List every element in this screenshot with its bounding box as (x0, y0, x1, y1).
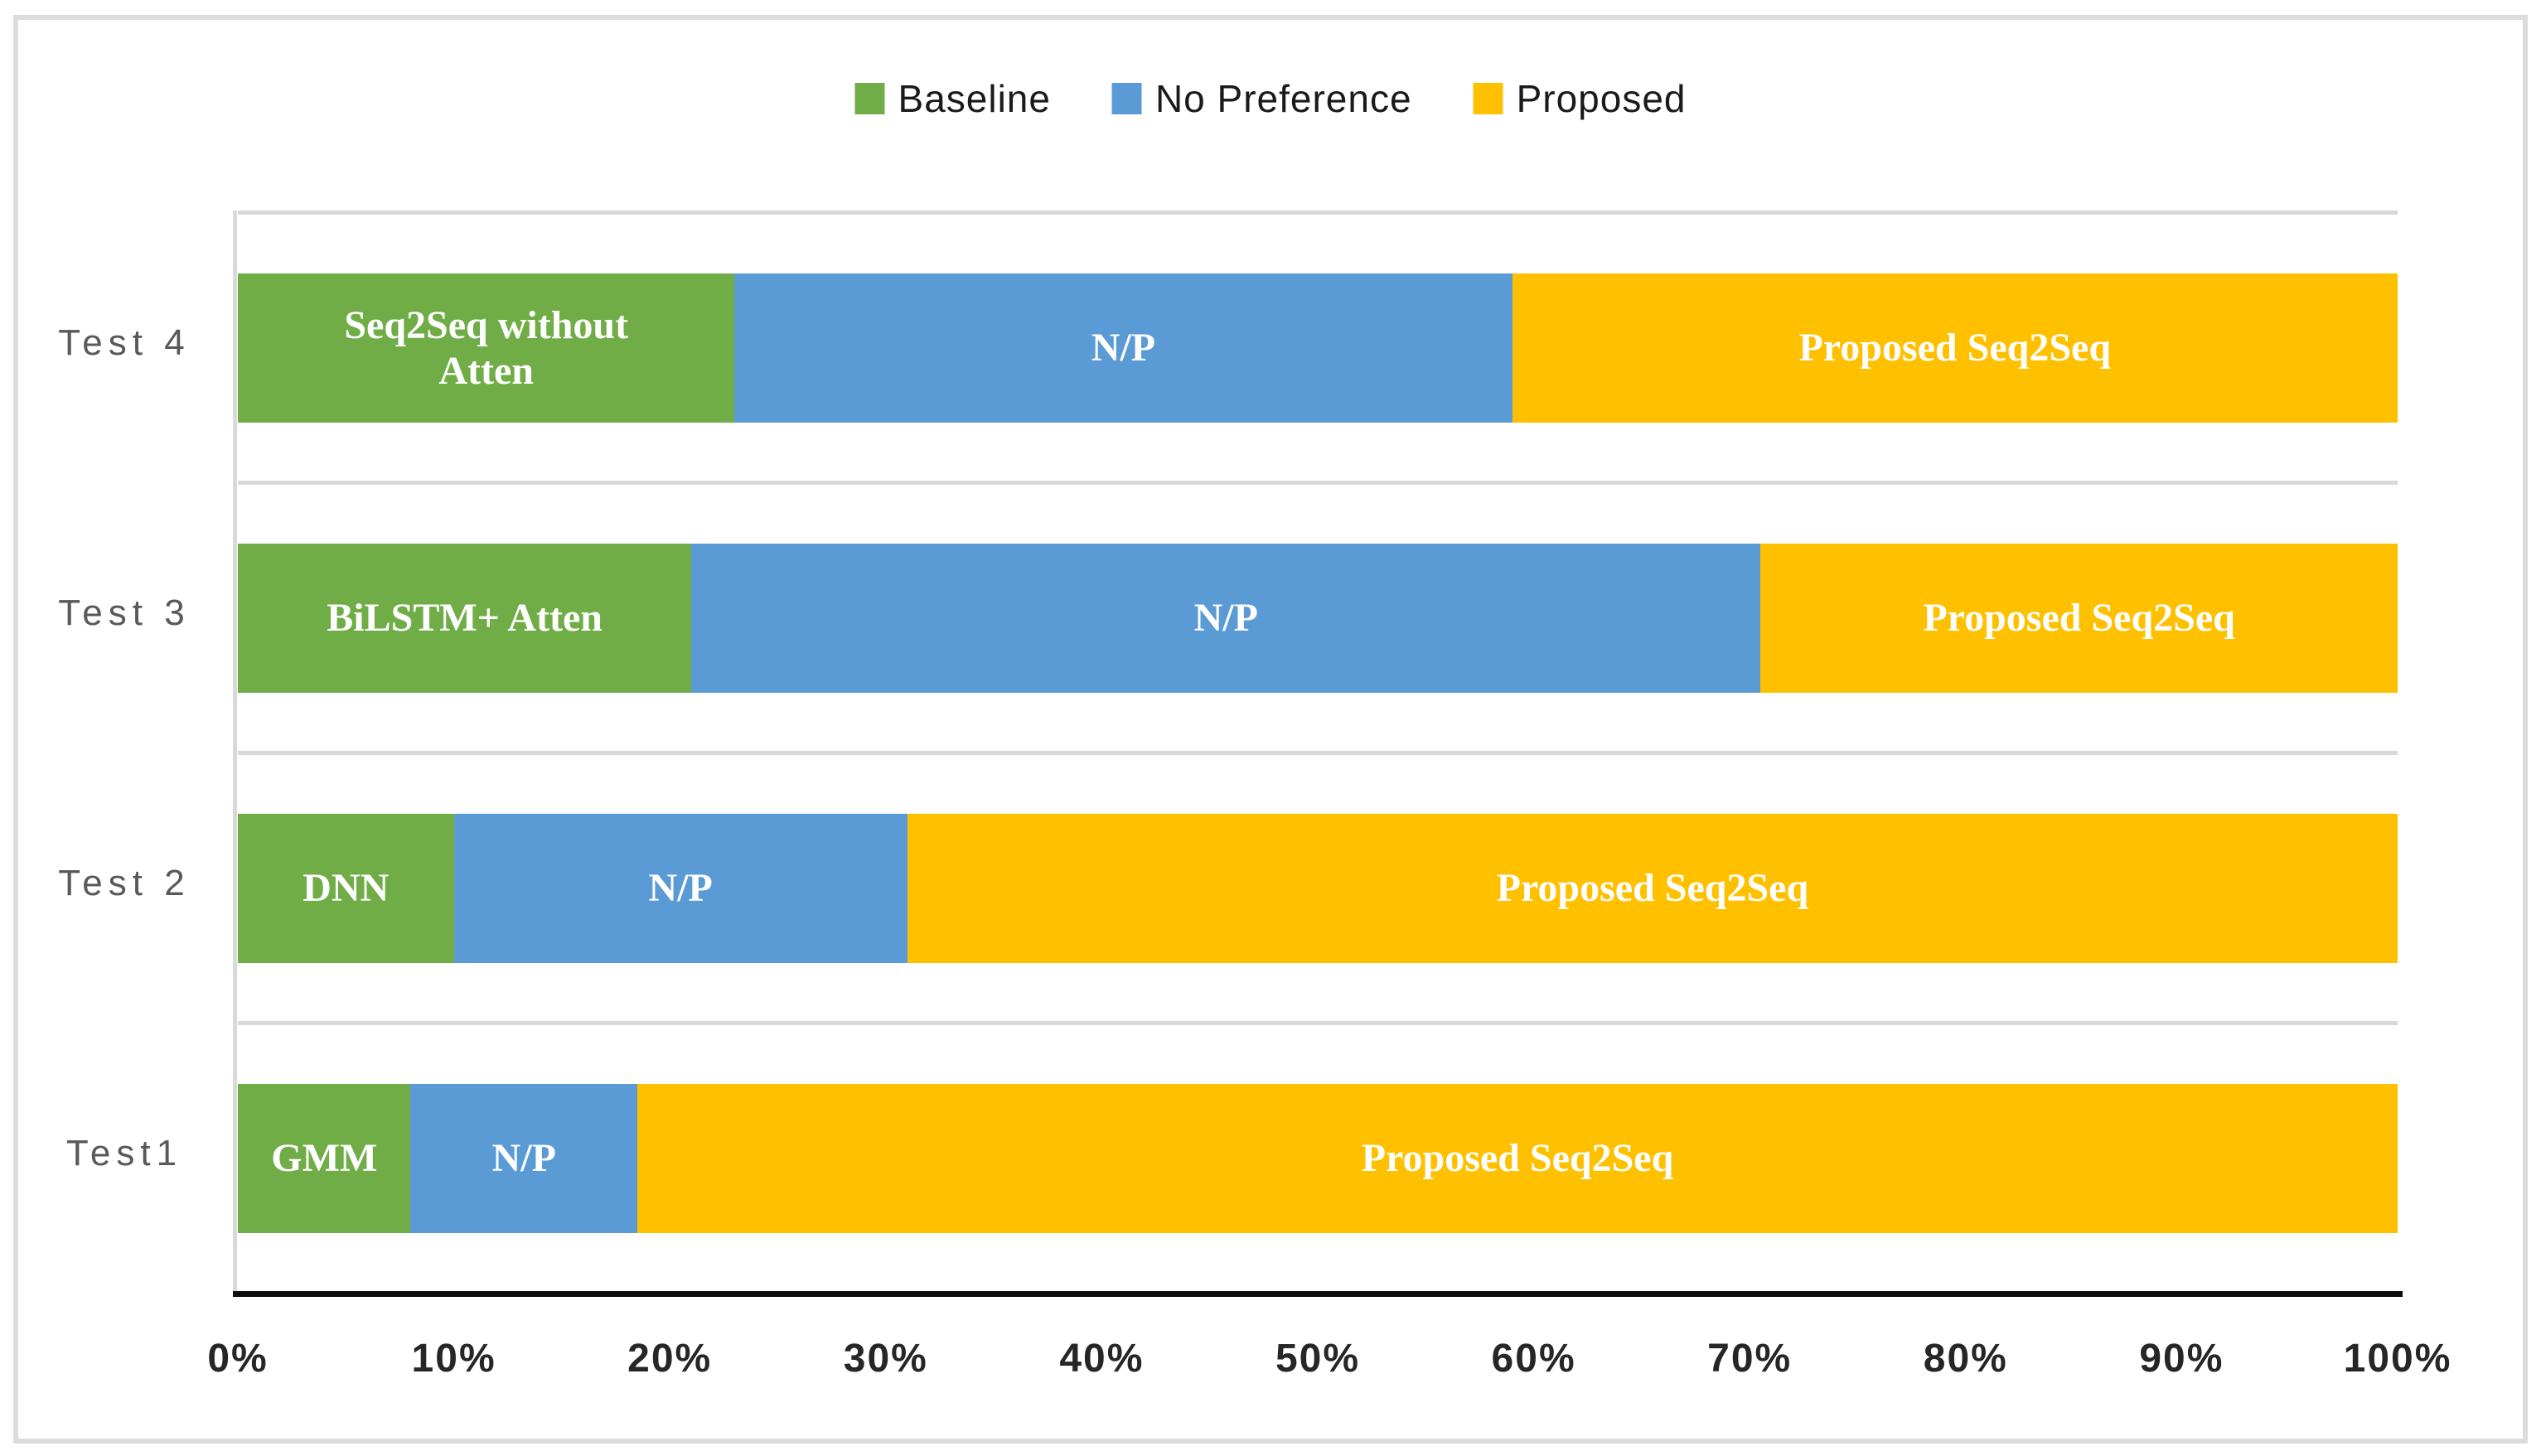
x-tick-label: 30% (843, 1337, 928, 1381)
legend-swatch-icon (854, 83, 885, 114)
x-tick-label: 80% (1923, 1337, 2008, 1381)
category-band: GMM N/P Proposed Seq2Seq (238, 1021, 2398, 1291)
category-axis-line (233, 210, 237, 1291)
legend-label: Baseline (898, 77, 1051, 120)
x-tick-label: 40% (1059, 1337, 1145, 1381)
bar-segment-label: Proposed Seq2Seq (1361, 1136, 1674, 1181)
stacked-bar: BiLSTM+ Atten N/P Proposed Seq2Seq (238, 544, 2398, 693)
value-axis-line (233, 1291, 2403, 1297)
bar-segment-proposed: Proposed Seq2Seq (907, 814, 2398, 963)
legend-item: Baseline (854, 76, 1051, 121)
x-tick-label: 90% (2139, 1337, 2224, 1381)
bar-segment-baseline: DNN (238, 814, 454, 963)
bar-segment-no-preference: N/P (410, 1084, 638, 1233)
category-label: Test 3 (58, 593, 191, 633)
x-tick-label: 10% (411, 1337, 496, 1381)
bar-segment-proposed: Proposed Seq2Seq (1760, 544, 2398, 693)
bar-segment-no-preference: N/P (691, 544, 1761, 693)
category-band: BiLSTM+ Atten N/P Proposed Seq2Seq (238, 481, 2398, 751)
value-axis-tick-labels: 0% 10% 20% 30% 40% 50% 60% 70% 80% 90% 100% (207, 1336, 2450, 1394)
x-tick-label: 50% (1275, 1337, 1361, 1381)
category-label: Test 4 (58, 322, 191, 363)
bar-segment-label: N/P (1193, 596, 1258, 641)
bar-segment-no-preference: N/P (734, 273, 1512, 423)
bar-segment-baseline: BiLSTM+ Atten (238, 544, 692, 693)
bar-segment-label: BiLSTM+ Atten (327, 596, 603, 641)
legend-swatch-icon (1473, 83, 1503, 114)
x-tick-label: 100% (2343, 1337, 2452, 1381)
plot-area: Seq2Seq without Atten N/P Proposed Seq2Seq… (238, 210, 2398, 1291)
stacked-bar: GMM N/P Proposed Seq2Seq (238, 1084, 2398, 1233)
category-label: Test1 (65, 1133, 183, 1173)
category-band: Seq2Seq without Atten N/P Proposed Seq2Seq (238, 210, 2398, 481)
bar-segment-label: Proposed Seq2Seq (1496, 866, 1809, 911)
bar-segment-label: N/P (491, 1136, 556, 1181)
bar-segment-label: Proposed Seq2Seq (1923, 596, 2235, 641)
bar-segment-label: Seq2Seq without Atten (344, 302, 629, 393)
x-tick-label: 0% (207, 1337, 269, 1381)
bar-segment-label: N/P (1091, 326, 1156, 370)
stacked-bar: Seq2Seq without Atten N/P Proposed Seq2Seq (238, 273, 2398, 423)
category-band: DNN N/P Proposed Seq2Seq (238, 751, 2398, 1021)
bar-segment-label: Proposed Seq2Seq (1798, 326, 2112, 370)
legend-label: Proposed (1516, 77, 1687, 120)
bar-segment-label: DNN (302, 866, 390, 911)
bar-segment-proposed: Proposed Seq2Seq (637, 1084, 2398, 1233)
legend-swatch-icon (1111, 83, 1142, 114)
bar-segment-baseline: Seq2Seq without Atten (238, 273, 735, 423)
x-tick-label: 60% (1491, 1337, 1576, 1381)
x-tick-label: 70% (1707, 1337, 1793, 1381)
bar-segment-no-preference: N/P (453, 814, 908, 963)
legend: Baseline No Preference Proposed (854, 76, 1687, 121)
x-tick-label: 20% (627, 1337, 713, 1381)
bar-segment-baseline: GMM (238, 1084, 411, 1233)
stacked-bar: DNN N/P Proposed Seq2Seq (238, 814, 2398, 963)
bar-segment-label: N/P (648, 866, 713, 911)
legend-item: No Preference (1111, 76, 1412, 121)
bar-segment-label: GMM (271, 1136, 378, 1181)
legend-label: No Preference (1154, 77, 1412, 120)
bar-segment-proposed: Proposed Seq2Seq (1512, 273, 2398, 423)
category-label: Test 2 (58, 863, 191, 903)
legend-item: Proposed (1473, 76, 1687, 121)
